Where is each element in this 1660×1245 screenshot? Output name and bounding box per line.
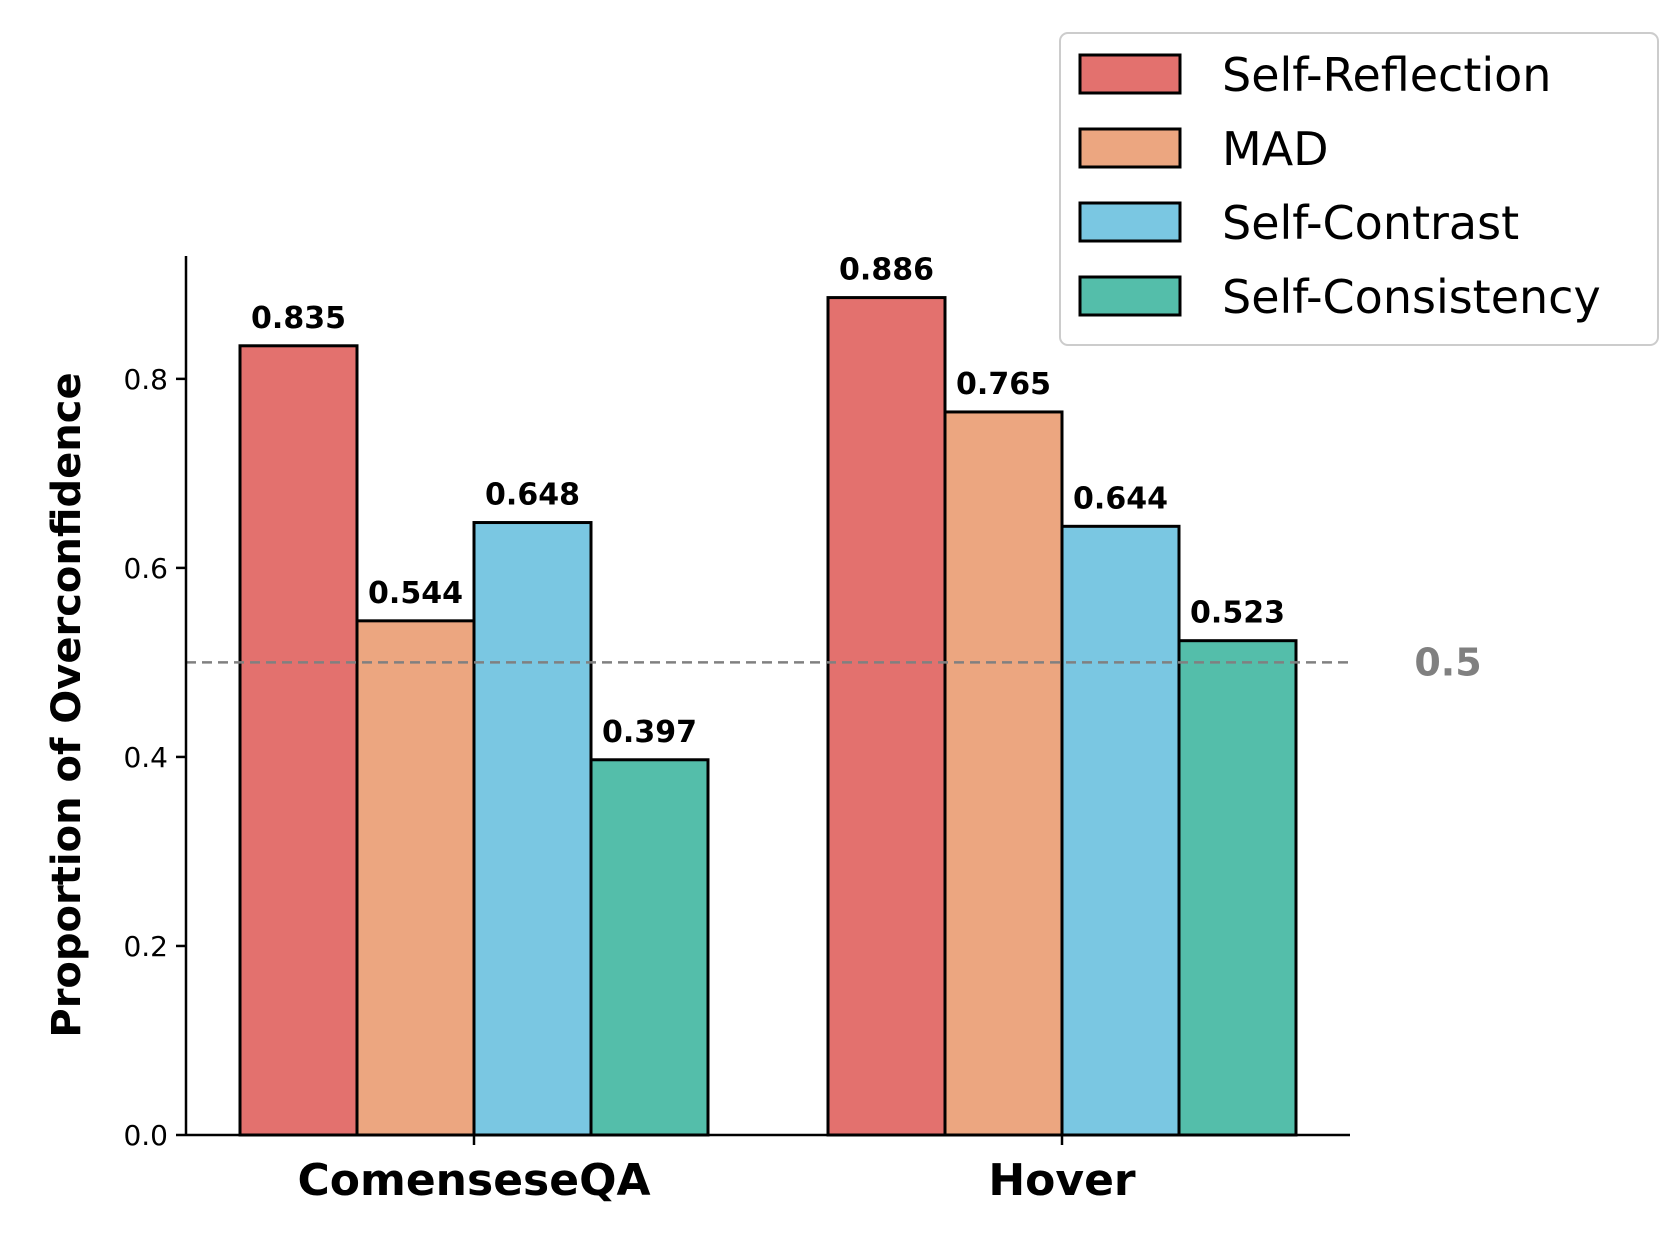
y-tick-label: 0.0 (123, 1119, 168, 1152)
legend-swatch (1078, 201, 1182, 243)
legend: Self-Reflection MAD Self-Contrast Self-Cons… (1059, 32, 1659, 346)
legend-label: Self-Contrast (1222, 196, 1519, 250)
value-label: 0.397 (602, 715, 697, 750)
y-tick-label: 0.2 (123, 930, 168, 963)
bar-self-reflection-comenseseqa (238, 344, 359, 1137)
bar-mad-hover (943, 410, 1064, 1137)
reference-line-label: 0.5 (1414, 640, 1481, 684)
value-label: 0.886 (839, 253, 934, 288)
x-tick-label: Hover (988, 1155, 1136, 1206)
legend-swatch (1078, 127, 1182, 169)
legend-label: Self-Reflection (1222, 48, 1551, 102)
x-tick-label: ComenseseQA (297, 1155, 650, 1206)
value-label: 0.648 (485, 478, 580, 513)
bar-self-reflection-hover (826, 296, 947, 1137)
y-tick-label: 0.8 (123, 363, 168, 396)
value-label: 0.523 (1190, 596, 1285, 631)
y-tick-label: 0.6 (123, 552, 168, 585)
bar-self-contrast-comenseseqa (472, 521, 593, 1137)
legend-box (1059, 32, 1659, 346)
value-labels-layer: 0.835 0.544 0.648 0.397 0.886 0.765 0.644 0.523 (251, 253, 1285, 750)
bars-layer (238, 296, 1298, 1137)
y-tick-label: 0.4 (123, 741, 168, 774)
value-label: 0.644 (1073, 481, 1168, 516)
legend-label: MAD (1222, 122, 1329, 176)
bar-self-consistency-hover (1177, 639, 1298, 1137)
y-axis-title: Proportion of Overconfidence (44, 372, 90, 1037)
bar-mad-comenseseqa (355, 619, 476, 1137)
reference-line-layer: 0.5 (186, 640, 1482, 684)
legend-swatch (1078, 275, 1182, 317)
legend-label: Self-Consistency (1222, 270, 1601, 324)
legend-swatch (1078, 53, 1182, 95)
value-label: 0.835 (251, 301, 346, 336)
bar-self-contrast-hover (1060, 524, 1181, 1137)
value-label: 0.544 (368, 576, 463, 611)
bar-self-consistency-comenseseqa (589, 758, 710, 1137)
axes-layer: 0.0 0.2 0.4 0.6 0.8 ComenseseQA Hover (123, 256, 1350, 1206)
value-label: 0.765 (956, 367, 1051, 402)
